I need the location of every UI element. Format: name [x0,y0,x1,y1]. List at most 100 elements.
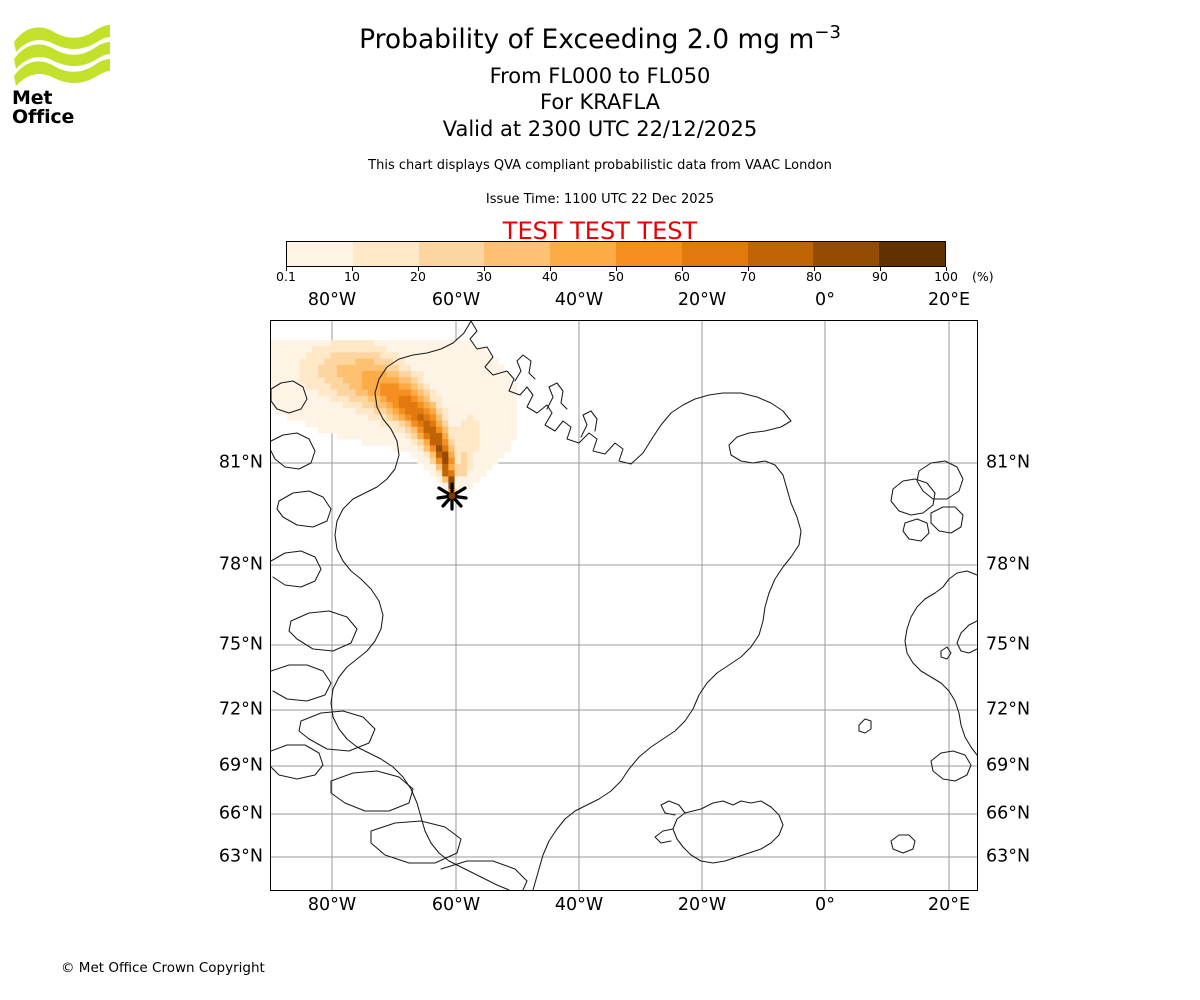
plume-cell [405,346,412,353]
plume-cell [374,395,381,403]
plume-cell [392,383,400,390]
plume-cell [361,420,369,428]
plume-cell [405,433,412,440]
plume-cell [498,371,505,378]
plume-cell [312,346,319,353]
plume-cell [386,426,393,434]
plume-cell [467,445,474,452]
met-office-logo: Met Office [12,18,112,127]
plume-cell [442,470,449,477]
plume-cell [380,377,387,384]
map-plot-area[interactable] [270,320,978,891]
plume-cell [498,420,505,428]
plume-cell [305,395,313,403]
plume-cell [460,470,468,477]
plume-cell [355,395,362,403]
plume-cell [386,371,393,378]
plume-cell [429,389,437,397]
plume-cell [448,476,455,483]
plume-cell [411,383,418,390]
plume-cell [349,426,356,434]
plume-cell [436,433,443,440]
plume-cell [498,364,505,372]
plume-cell [361,371,369,378]
plume-cell [448,395,455,403]
plume-cell [491,383,499,390]
plume-cell [460,482,468,490]
plume-cell [467,377,474,384]
plume-cell [491,433,499,440]
plume-cell [343,426,350,434]
plume-cell [423,420,431,428]
lon-tick-label: 80°W [307,290,357,310]
plume-cell [454,470,462,477]
plume-cell [429,426,437,434]
plume-cell [398,358,406,366]
plume-cell [355,371,362,378]
plume-cell [330,371,338,378]
colorbar-tick-label: 10 [344,269,360,284]
plume-cell [504,383,511,390]
plume-cell [411,426,418,434]
plume-cell [318,371,325,378]
plume-cell [460,451,468,459]
copyright-notice: © Met Office Crown Copyright [61,960,265,976]
plume-cell [274,352,282,359]
plume-cell [460,457,468,465]
plume-cell [336,377,344,384]
plume-cell [405,402,412,409]
plume-cell [417,420,424,428]
plume-cell [349,352,356,359]
colorbar-tick [418,267,419,271]
plume-cell [504,395,511,403]
plume-cell [392,340,400,347]
plume-cell [386,340,393,347]
plume-cell [498,433,505,440]
plume-cell [398,426,406,434]
plume-cell [330,395,338,403]
plume-cell [305,420,313,428]
plume-cell [380,395,387,403]
plume-cell [460,426,468,434]
plume-cell [312,408,319,415]
plume-cell [454,451,462,459]
plume-cell [467,457,474,465]
plume-cell [392,395,400,403]
plume-cell [429,464,437,471]
plume-cell [392,402,400,409]
plume-cell [312,402,319,409]
colorbar-tick [880,267,881,271]
plume-cell [405,395,412,403]
plume-cell [336,364,344,372]
coastlines [271,321,977,890]
plume-cell [343,395,350,403]
plume-cell [398,352,406,359]
plume-cell [442,457,449,465]
plume-cell [361,408,369,415]
plume-cell [448,371,455,378]
plume-cell [436,426,443,434]
coastline-svalbard-north [916,460,964,500]
plume-cell [473,358,480,366]
plume-cell [374,346,381,353]
plume-cell [485,445,493,452]
plume-cell [324,420,331,428]
plume-cell [473,439,480,446]
plume-cell [479,364,486,372]
plume-cell [374,358,381,366]
plume-cell [436,371,443,378]
plume-cell [454,395,462,403]
plume-cell [454,358,462,366]
plume-cell [318,395,325,403]
plume-cell [473,377,480,384]
plume-cell [448,420,455,428]
plume-cell [442,383,449,390]
plume-cell [442,346,449,353]
plume-cell [361,389,369,397]
colorbar-segment [550,242,616,266]
plume-cell [349,364,356,372]
plume-cell [349,414,356,421]
plume-cell [460,464,468,471]
plume-cell [460,476,468,483]
plume-cell [287,408,294,415]
